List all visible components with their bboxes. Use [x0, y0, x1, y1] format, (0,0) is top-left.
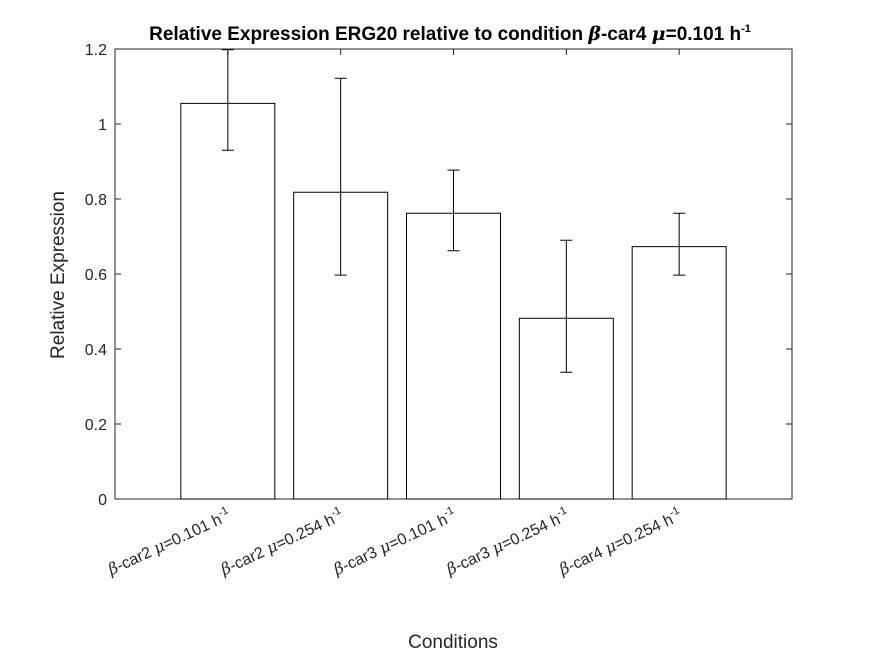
chart-title: Relative Expression ERG20 relative to co… — [149, 23, 751, 45]
y-axis-label: Relative Expression — [48, 191, 69, 359]
bar — [406, 212, 501, 500]
x-axis-label: Conditions — [408, 632, 498, 653]
y-tick-label: 0 — [98, 492, 107, 509]
y-tick-label: 0.4 — [85, 342, 107, 359]
y-tick-label: 1.2 — [85, 42, 107, 59]
y-tick-label: 0.2 — [85, 417, 107, 434]
y-tick-label: 0.6 — [85, 267, 107, 284]
y-tick-label: 0.8 — [85, 192, 107, 209]
bar — [180, 102, 276, 500]
bar — [631, 246, 727, 500]
y-tick-label: 1 — [98, 117, 107, 134]
